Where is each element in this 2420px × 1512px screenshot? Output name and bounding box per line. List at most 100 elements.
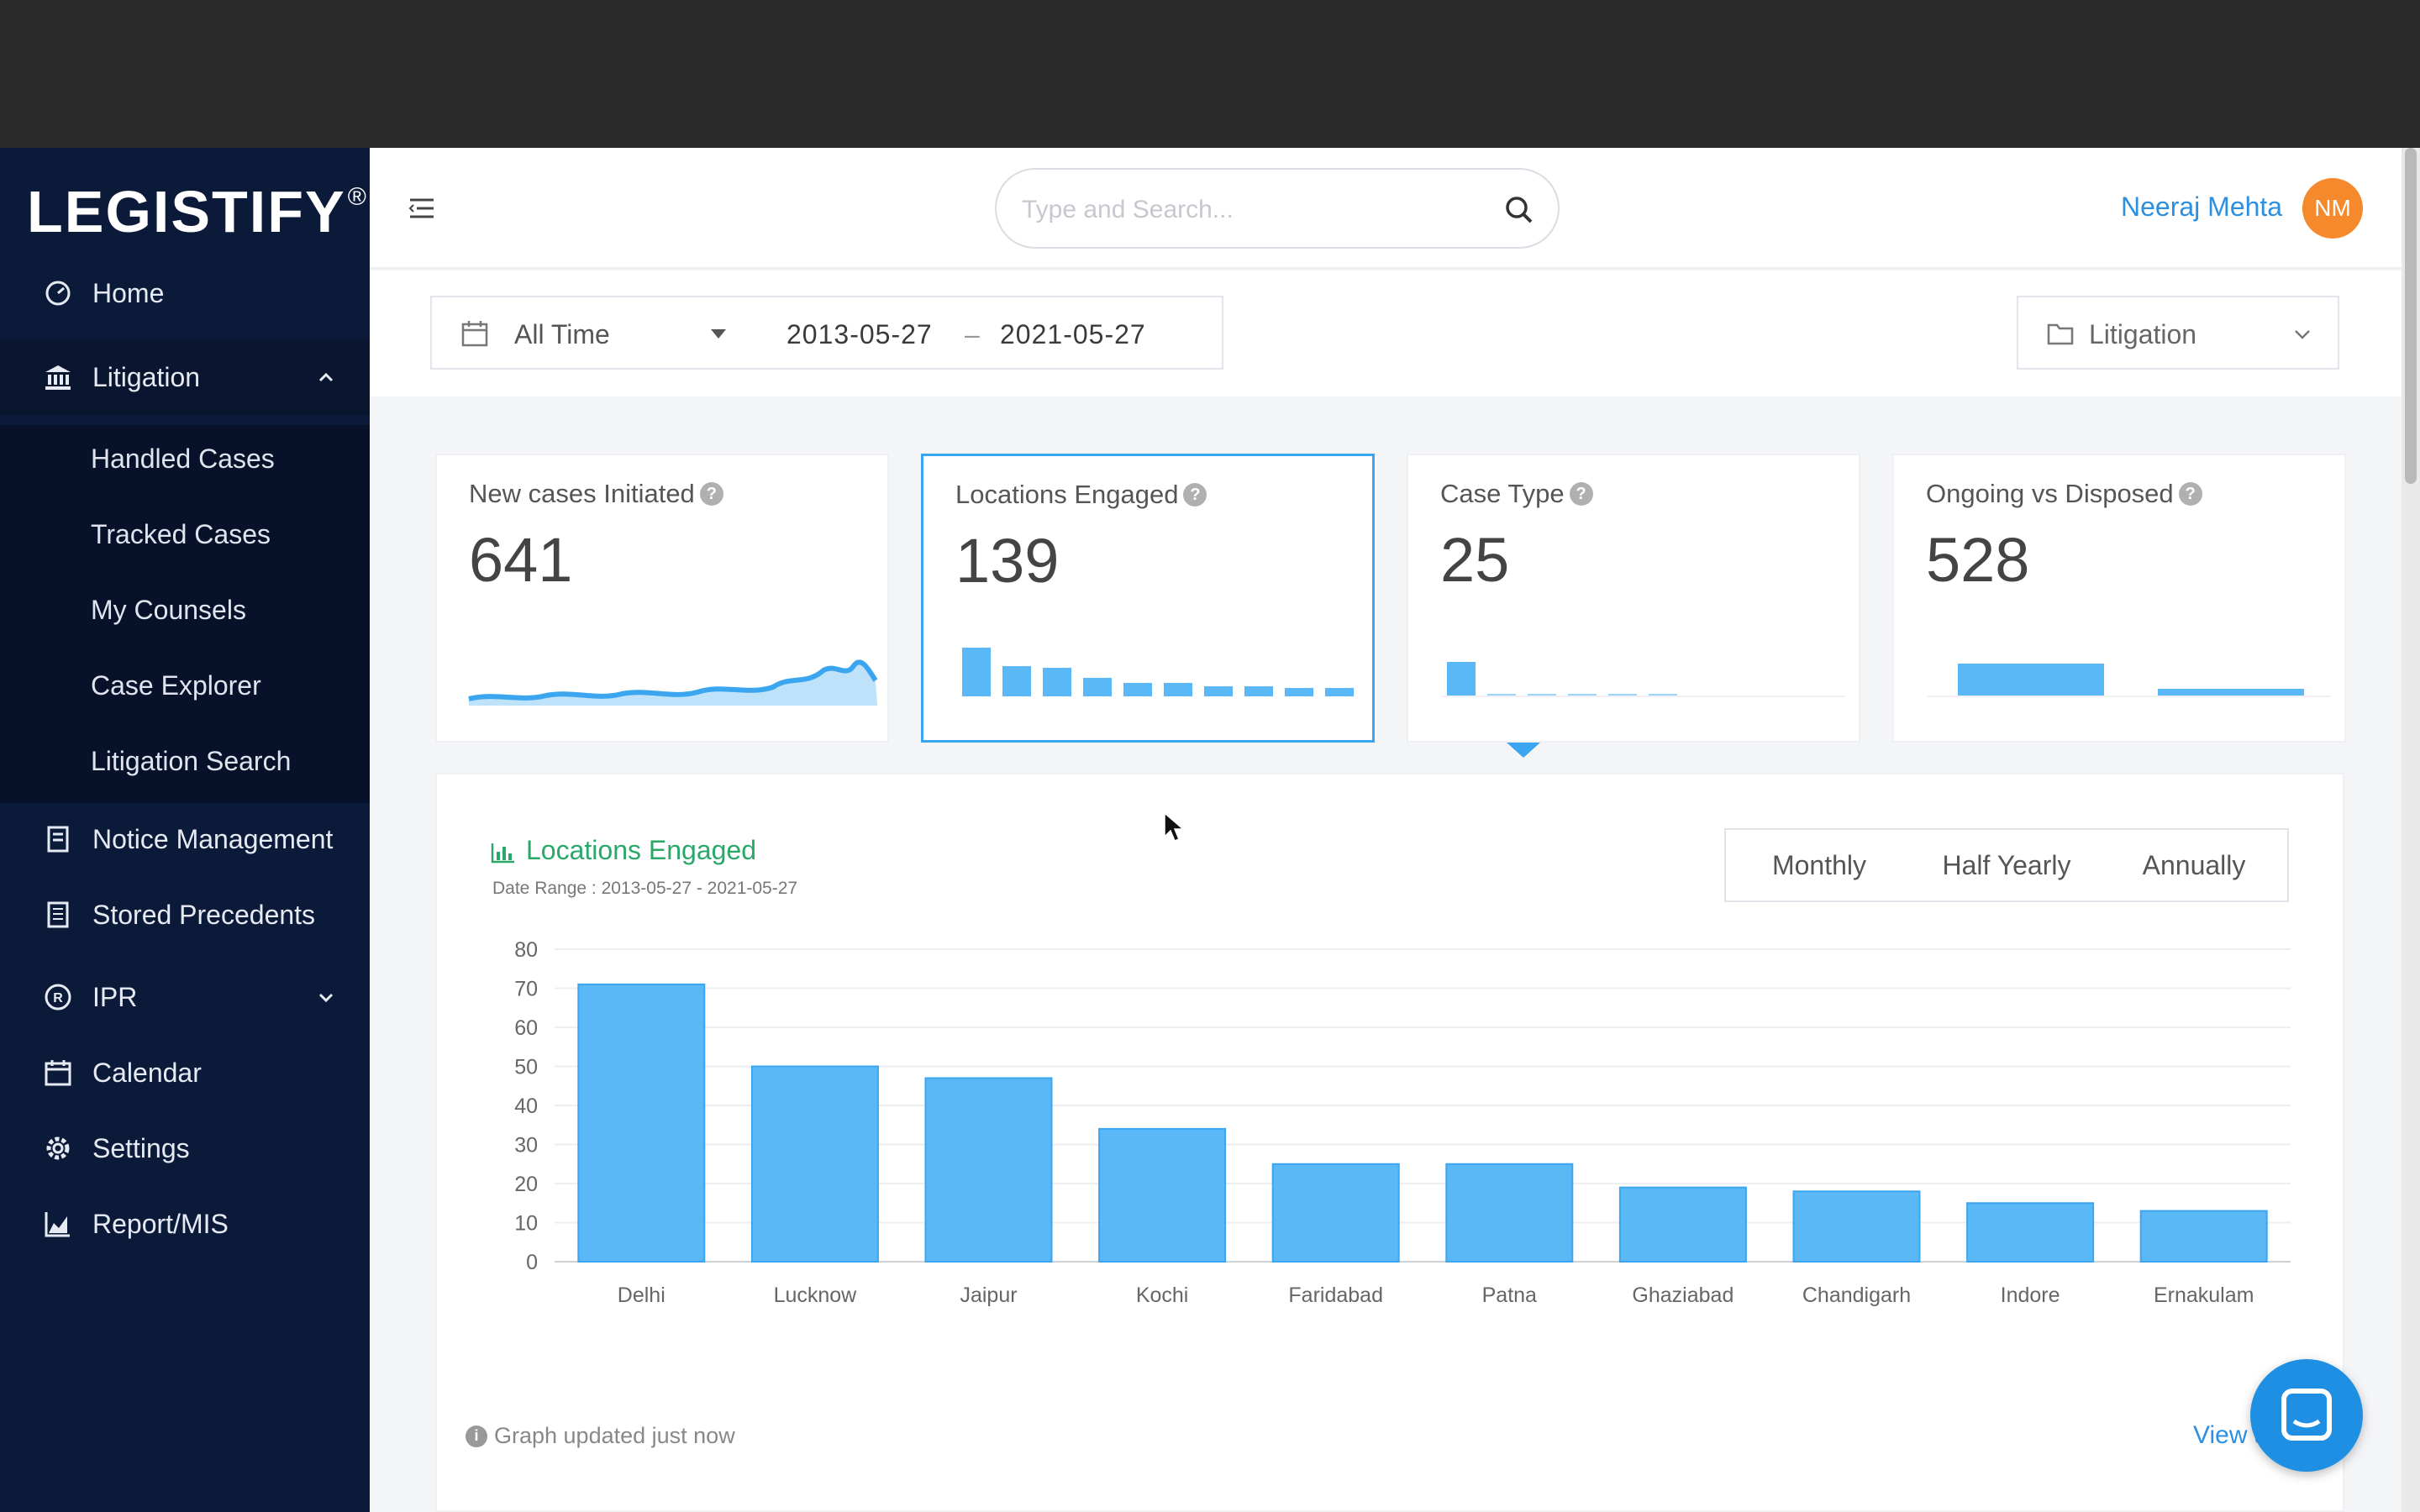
card-title-text: New cases Initiated xyxy=(469,479,695,508)
card-title-text: Case Type xyxy=(1440,479,1565,508)
sidebar-item-home[interactable]: Home xyxy=(0,255,370,331)
registered-mark: ® xyxy=(347,182,368,211)
bar-patna xyxy=(1445,1163,1574,1263)
top-header: Neeraj Mehta NM xyxy=(370,148,2402,269)
x-tick-label: Patna xyxy=(1482,1284,1537,1307)
card-title: Locations Engaged? xyxy=(955,480,1207,510)
sidebar-item-label: Calendar xyxy=(92,1057,202,1088)
time-range-select[interactable]: All Time xyxy=(430,296,755,370)
avatar[interactable]: NM xyxy=(2302,178,2363,239)
date-range-picker[interactable]: 2013-05-27 – 2021-05-27 xyxy=(753,296,1223,370)
notice-icon xyxy=(44,825,72,853)
graph-updated-note: i Graph updated just now xyxy=(466,1423,735,1449)
sidebar-item-label: IPR xyxy=(92,981,138,1012)
bar-lucknow xyxy=(750,1065,879,1263)
search-box xyxy=(995,168,1560,249)
y-tick-label: 20 xyxy=(514,1173,538,1196)
date-to[interactable]: 2021-05-27 xyxy=(1000,319,1146,349)
card-title: Ongoing vs Disposed? xyxy=(1926,479,2202,509)
sidebar-subitem-litigation-search[interactable]: Litigation Search xyxy=(91,746,292,776)
menu-toggle-icon[interactable] xyxy=(405,192,439,225)
help-icon[interactable]: ? xyxy=(1183,483,1207,507)
sidebar-subitem-handled-cases[interactable]: Handled Cases xyxy=(91,444,275,474)
chat-icon xyxy=(2281,1389,2332,1441)
sidebar-item-litigation[interactable]: Litigation xyxy=(0,339,370,415)
sidebar-item-calendar[interactable]: Calendar xyxy=(0,1035,370,1110)
sidebar-item-ipr[interactable]: R IPR xyxy=(0,959,370,1035)
date-from[interactable]: 2013-05-27 xyxy=(786,319,933,349)
sidebar-item-stored-precedents[interactable]: Stored Precedents xyxy=(0,877,370,953)
logo-text: LEGISTIFY xyxy=(27,179,346,244)
bar-delhi xyxy=(577,983,706,1263)
y-tick-label: 70 xyxy=(514,978,538,1001)
caret-down-icon xyxy=(711,329,726,339)
chevron-up-icon xyxy=(316,363,336,394)
sidebar-item-label: Home xyxy=(92,277,165,308)
y-tick-label: 80 xyxy=(514,938,538,962)
x-tick-label: Kochi xyxy=(1136,1284,1189,1307)
sidebar-item-report-mis[interactable]: Report/MIS xyxy=(0,1186,370,1262)
window-top-bar xyxy=(0,0,2420,148)
calendar-icon xyxy=(460,319,489,348)
card-ongoing-vs-disposed[interactable]: Ongoing vs Disposed? 528 xyxy=(1892,454,2346,743)
filter-bar: All Time 2013-05-27 – 2021-05-27 Litigat… xyxy=(370,270,2402,396)
module-select[interactable]: Litigation xyxy=(2017,296,2339,370)
card-value: 641 xyxy=(469,525,573,595)
y-tick-label: 40 xyxy=(514,1095,538,1118)
mouse-cursor-icon xyxy=(1164,811,1186,842)
sidebar-item-notice-management[interactable]: Notice Management xyxy=(0,801,370,877)
sidebar-item-label: Notice Management xyxy=(92,823,334,854)
graph-updated-text: Graph updated just now xyxy=(494,1423,735,1448)
bar-ernakulam xyxy=(2139,1210,2268,1263)
time-range-label: All Time xyxy=(514,319,610,349)
sidebar-subitem-tracked-cases[interactable]: Tracked Cases xyxy=(91,519,271,549)
card-title: Case Type? xyxy=(1440,479,1593,509)
search-icon[interactable] xyxy=(1502,193,1536,227)
help-icon[interactable]: ? xyxy=(2178,482,2202,506)
bar-indore xyxy=(1966,1202,2095,1263)
card-title: New cases Initiated? xyxy=(469,479,723,509)
card-case-type[interactable]: Case Type? 25 xyxy=(1407,454,1860,743)
y-tick-label: 0 xyxy=(526,1251,538,1274)
scrollbar[interactable] xyxy=(2402,148,2420,1512)
bar-faridabad xyxy=(1271,1163,1400,1263)
bar-ghaziabad xyxy=(1618,1186,1747,1263)
registered-icon: R xyxy=(44,983,72,1011)
bar-kochi xyxy=(1098,1127,1227,1263)
svg-text:R: R xyxy=(53,991,63,1005)
sidebar-item-settings[interactable]: Settings xyxy=(0,1110,370,1186)
help-icon[interactable]: ? xyxy=(699,482,723,506)
period-half-yearly-button[interactable]: Half Yearly xyxy=(1912,828,2102,902)
sidebar-item-label: Stored Precedents xyxy=(92,899,316,930)
y-tick-label: 10 xyxy=(514,1212,538,1236)
bar-jaipur xyxy=(924,1077,1053,1263)
main-content: Neeraj Mehta NM All Time 2013-05-27 – 20… xyxy=(370,148,2402,1512)
dashboard-icon xyxy=(44,279,72,307)
sidebar-item-label: Litigation xyxy=(92,361,201,392)
card-new-cases[interactable]: New cases Initiated? 641 xyxy=(435,454,889,743)
sidebar-item-label: Settings xyxy=(92,1132,190,1163)
card-title-text: Locations Engaged xyxy=(955,480,1179,509)
gear-icon xyxy=(44,1134,72,1163)
x-tick-label: Faridabad xyxy=(1288,1284,1383,1307)
document-icon xyxy=(44,900,72,929)
period-annually-button[interactable]: Annually xyxy=(2101,828,2289,902)
sidebar-subitem-my-counsels[interactable]: My Counsels xyxy=(91,595,246,625)
search-input[interactable] xyxy=(1022,192,1492,228)
scrollbar-thumb[interactable] xyxy=(2405,148,2417,484)
bar-chart-icon xyxy=(491,842,516,864)
user-name[interactable]: Neeraj Mehta xyxy=(2121,192,2283,222)
y-tick-label: 50 xyxy=(514,1056,538,1079)
card-value: 528 xyxy=(1926,525,2030,595)
period-monthly-button[interactable]: Monthly xyxy=(1724,828,1914,902)
x-tick-label: Ernakulam xyxy=(2154,1284,2254,1307)
calendar-icon xyxy=(44,1058,72,1087)
sparkline xyxy=(468,659,878,706)
card-locations-engaged[interactable]: Locations Engaged? 139 xyxy=(921,454,1375,743)
logo[interactable]: LEGISTIFY® xyxy=(27,178,368,245)
chat-button[interactable] xyxy=(2250,1359,2363,1472)
y-tick-label: 60 xyxy=(514,1016,538,1040)
sidebar-subitem-case-explorer[interactable]: Case Explorer xyxy=(91,670,261,701)
module-label: Litigation xyxy=(2089,319,2197,349)
help-icon[interactable]: ? xyxy=(1569,482,1593,506)
